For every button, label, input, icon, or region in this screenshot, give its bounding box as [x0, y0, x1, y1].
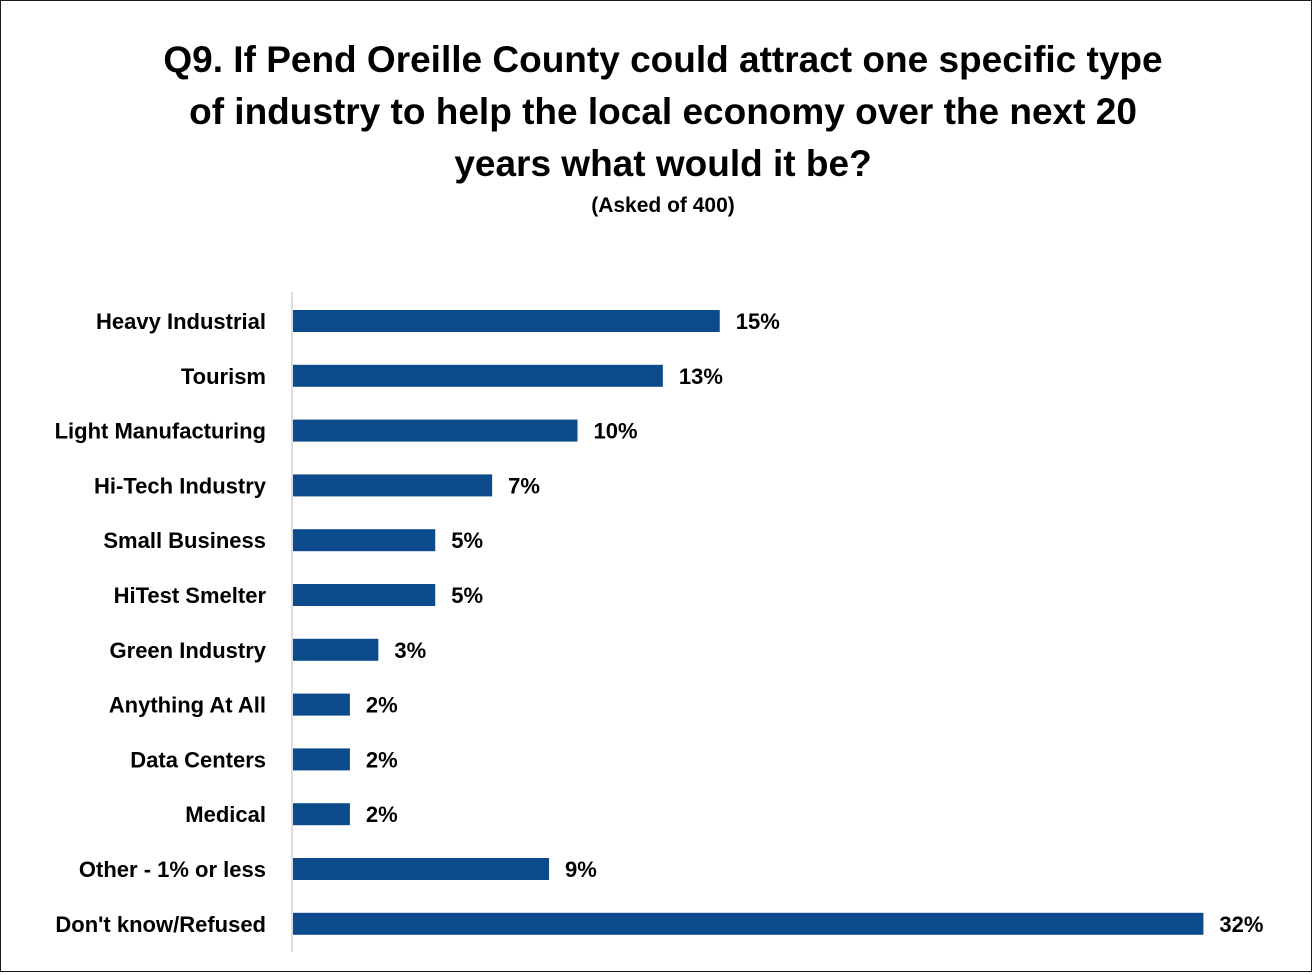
value-label: 9% — [565, 857, 597, 882]
bar — [293, 912, 1204, 935]
category-label: Small Business — [103, 528, 266, 553]
value-label: 13% — [679, 364, 723, 389]
value-label: 5% — [451, 528, 483, 553]
category-label: Medical — [185, 802, 266, 827]
bar — [293, 803, 350, 826]
category-label: Anything At All — [109, 693, 266, 718]
value-label: 3% — [394, 638, 426, 663]
value-label: 7% — [508, 473, 540, 498]
value-label: 10% — [594, 419, 638, 444]
bar — [293, 529, 436, 552]
bar — [293, 858, 550, 880]
value-label: 32% — [1219, 912, 1263, 937]
value-label: 15% — [736, 309, 780, 334]
chart-title: Q9. If Pend Oreille County could attract… — [163, 39, 1163, 184]
bar — [293, 748, 350, 771]
bar — [293, 364, 663, 387]
category-label: Other - 1% or less — [79, 857, 266, 882]
bars-group: Heavy Industrial 15% Tourism 13% Light Manuf… — [55, 309, 1264, 937]
chart-subtitle: (Asked of 400) — [591, 194, 735, 217]
bar — [293, 584, 436, 606]
category-label: HiTest Smelter — [114, 583, 267, 608]
value-label: 5% — [451, 583, 483, 608]
chart-header: Q9. If Pend Oreille County could attract… — [0, 34, 1315, 220]
category-label: Hi-Tech Industry — [94, 473, 267, 498]
category-label: Heavy Industrial — [96, 309, 266, 334]
bar — [293, 310, 720, 332]
value-label: 2% — [366, 747, 398, 772]
category-label: Tourism — [181, 364, 266, 389]
bar — [293, 419, 578, 442]
bar — [293, 638, 379, 661]
category-label: Light Manufacturing — [55, 419, 266, 444]
value-label: 2% — [366, 802, 398, 827]
category-label: Data Centers — [130, 747, 266, 772]
bar — [293, 693, 350, 716]
value-label: 2% — [366, 693, 398, 718]
bar — [293, 474, 493, 497]
category-label: Green Industry — [110, 638, 267, 663]
category-label: Don't know/Refused — [55, 912, 266, 937]
